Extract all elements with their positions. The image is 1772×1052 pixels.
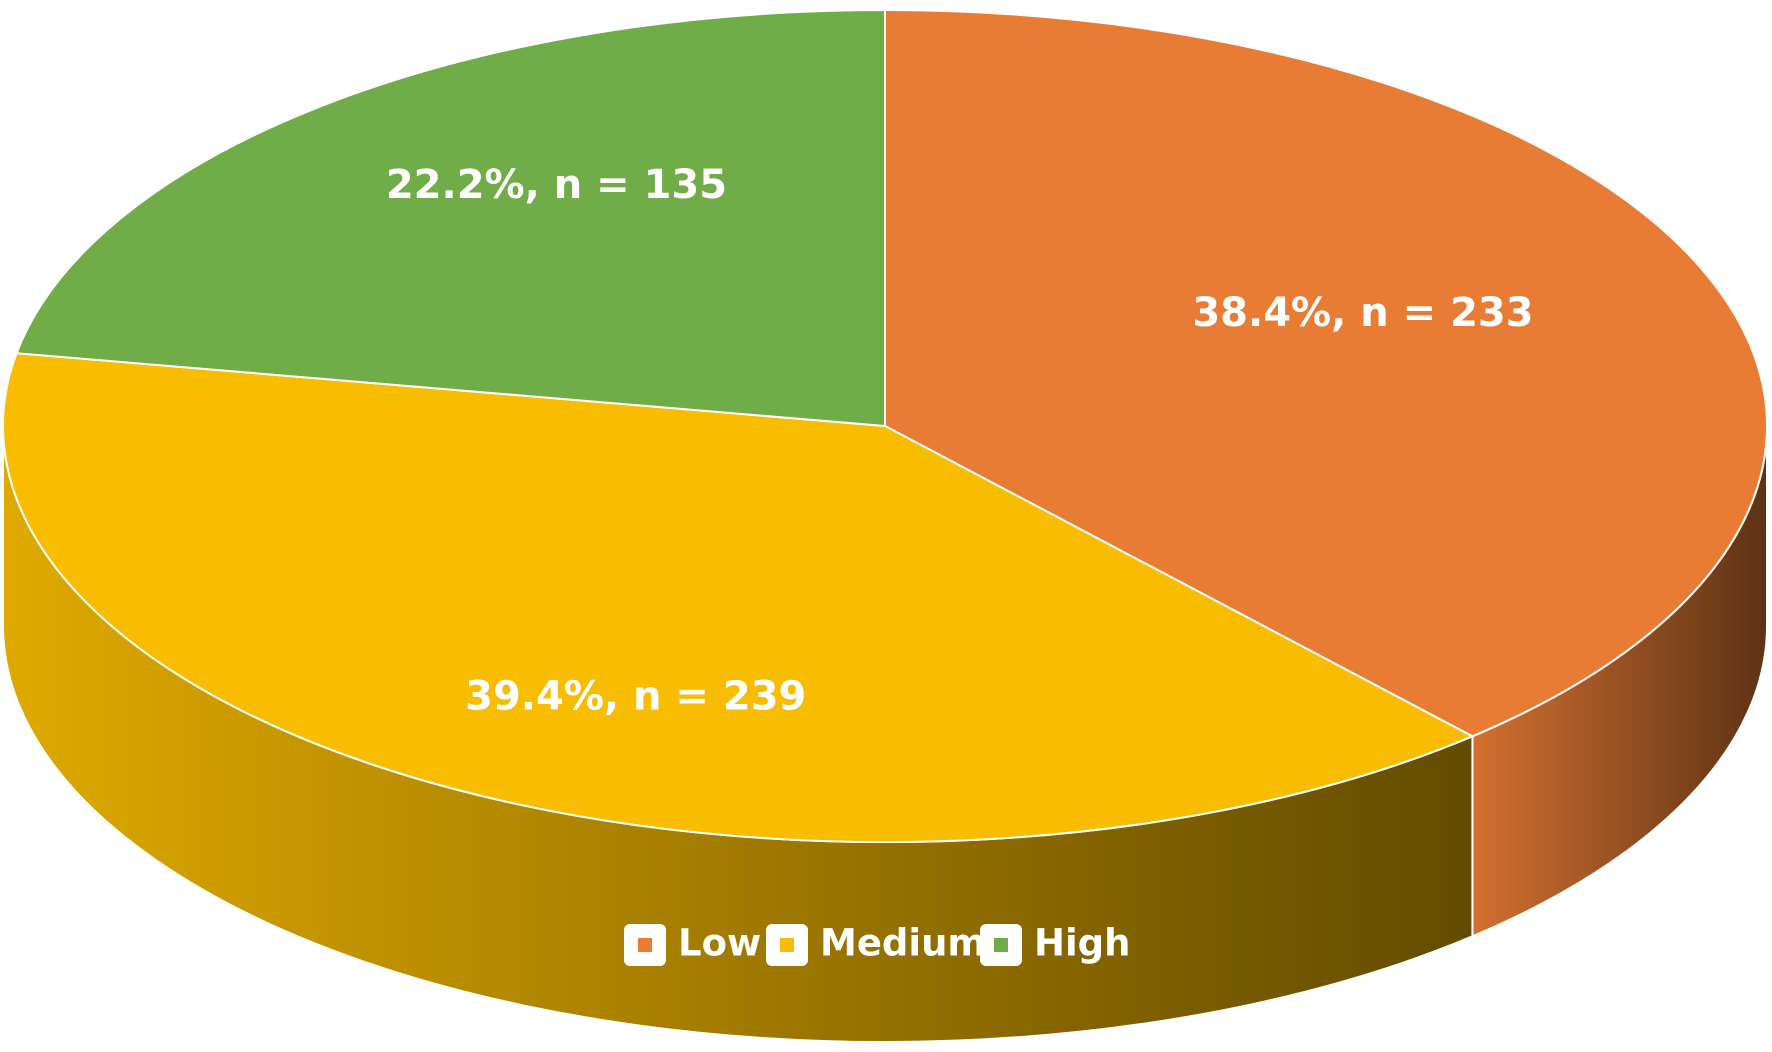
legend-swatch xyxy=(994,938,1008,952)
legend-label: Medium xyxy=(820,922,986,965)
slice xyxy=(2,352,1475,843)
data-label: 39.4%, n = 239 xyxy=(465,673,806,719)
data-label: 22.2%, n = 135 xyxy=(386,162,727,208)
legend-swatch xyxy=(780,938,794,952)
legend-label: Low xyxy=(678,922,761,965)
data-label: 38.4%, n = 233 xyxy=(1192,290,1533,336)
slice xyxy=(15,8,886,428)
slice xyxy=(884,8,1768,738)
legend-label: High xyxy=(1034,922,1130,965)
legend-swatch xyxy=(638,938,652,952)
